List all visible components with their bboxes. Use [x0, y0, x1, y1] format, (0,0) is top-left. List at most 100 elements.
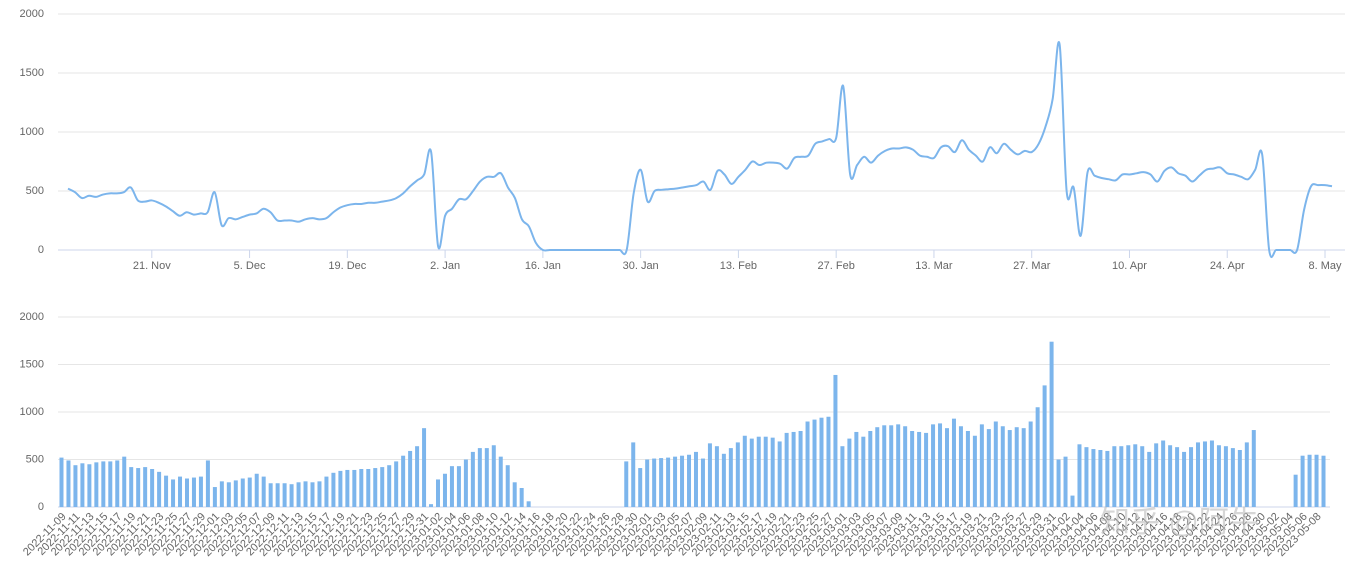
bar	[1307, 454, 1312, 507]
bar	[812, 419, 817, 507]
bar	[951, 418, 956, 507]
bar	[673, 456, 678, 507]
bar	[184, 478, 189, 507]
bar	[178, 476, 183, 507]
bar	[777, 441, 782, 507]
bar	[373, 468, 378, 507]
bar	[1216, 445, 1221, 507]
bar	[226, 482, 231, 507]
bar	[324, 476, 329, 507]
bar	[847, 438, 852, 507]
bar	[972, 435, 977, 507]
bar	[205, 460, 210, 507]
bar	[1189, 447, 1194, 507]
bar	[1049, 341, 1054, 507]
bar	[903, 426, 908, 507]
bar	[331, 472, 336, 507]
x-tick-label: 27. Mar	[1013, 260, 1051, 272]
y-tick-label: 1500	[20, 358, 44, 370]
bar	[401, 455, 406, 507]
bar	[1133, 444, 1138, 507]
bar	[707, 443, 712, 507]
bar	[1293, 474, 1298, 507]
bar	[477, 448, 482, 507]
bar	[833, 374, 838, 507]
bar	[1035, 407, 1040, 507]
bar	[819, 417, 824, 507]
bar	[436, 479, 441, 507]
bar	[1091, 449, 1096, 507]
bar	[198, 476, 203, 507]
bar	[1119, 446, 1124, 507]
bar	[136, 468, 141, 507]
bar	[143, 467, 148, 507]
bar	[429, 504, 434, 507]
x-tick-label: 21. Nov	[133, 260, 171, 272]
bar	[986, 429, 991, 507]
bar	[1196, 442, 1201, 507]
bar	[1000, 426, 1005, 507]
bar	[394, 461, 399, 507]
y-tick-label: 0	[38, 501, 44, 513]
bar	[66, 460, 71, 507]
bar	[645, 459, 650, 507]
bar	[840, 446, 845, 507]
bar	[735, 442, 740, 507]
x-tick-label: 13. Feb	[720, 260, 757, 272]
bar	[868, 431, 873, 507]
bar	[1014, 427, 1019, 507]
bar	[310, 482, 315, 507]
bar	[763, 436, 768, 507]
bar	[993, 421, 998, 507]
bar	[1084, 447, 1089, 507]
bar	[470, 451, 475, 507]
bar	[805, 421, 810, 507]
bar	[1112, 446, 1117, 507]
y-tick-label: 500	[26, 185, 44, 197]
bar	[268, 483, 273, 507]
bar	[296, 482, 301, 507]
bar	[910, 431, 915, 507]
bar	[219, 481, 224, 507]
bar	[101, 461, 106, 507]
y-tick-label: 2000	[20, 8, 44, 20]
bar	[415, 446, 420, 507]
bar	[1223, 446, 1228, 507]
bar	[519, 488, 524, 507]
bar	[693, 451, 698, 507]
bar	[164, 475, 169, 507]
bar	[275, 483, 280, 507]
bar	[303, 481, 308, 507]
bar	[791, 431, 796, 507]
bar	[1300, 455, 1305, 507]
bar	[638, 468, 643, 507]
bar	[700, 458, 705, 507]
bar	[882, 425, 887, 507]
bar	[1070, 495, 1075, 507]
bar	[1063, 456, 1068, 507]
bar	[944, 428, 949, 507]
bar	[289, 484, 294, 507]
x-tick-label: 5. Dec	[234, 260, 266, 272]
bar	[1077, 444, 1082, 507]
bar	[1202, 441, 1207, 507]
bar	[1105, 450, 1110, 507]
bar	[1209, 440, 1214, 507]
bar	[491, 445, 496, 507]
bar	[498, 456, 503, 507]
bar	[442, 473, 447, 507]
bar	[240, 478, 245, 507]
bar	[931, 424, 936, 507]
bar	[1140, 446, 1145, 507]
bar	[122, 456, 127, 507]
bar	[889, 425, 894, 507]
bar	[150, 469, 155, 507]
bar	[1251, 430, 1256, 507]
bar	[449, 466, 454, 507]
series-line	[67, 41, 1333, 259]
bar	[1098, 450, 1103, 507]
y-tick-label: 1000	[20, 126, 44, 138]
bar	[352, 469, 357, 507]
bar	[631, 442, 636, 507]
bar	[1147, 451, 1152, 507]
